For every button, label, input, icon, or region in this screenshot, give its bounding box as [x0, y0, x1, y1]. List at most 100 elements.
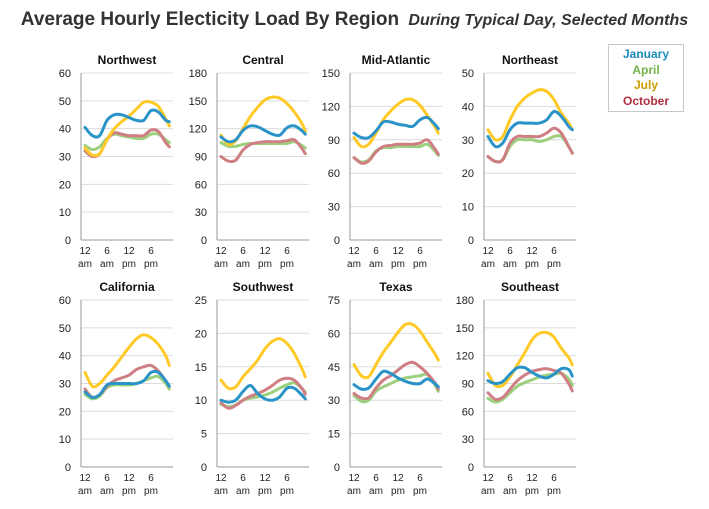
x-tick-label-southeast-18: 6	[551, 473, 557, 484]
y-tick-label-northeast-20: 20	[462, 168, 474, 180]
x-tick-sublabel-southwest-6: am	[236, 486, 250, 497]
x-tick-label-northwest-0: 12	[79, 246, 91, 257]
x-tick-label-california-18: 6	[148, 473, 154, 484]
x-tick-sublabel-southwest-12: pm	[258, 486, 272, 497]
y-tick-label-southeast-60: 60	[462, 406, 474, 418]
y-tick-label-central-0: 0	[201, 235, 207, 247]
y-tick-label-southeast-150: 150	[456, 323, 474, 335]
series-line-texas-january	[352, 369, 440, 391]
x-tick-sublabel-northwest-0: am	[78, 259, 92, 270]
panel-northwest: Northwest 0 10 20 30 40 50 60 12 am 6 am 12 pm 6 pm	[59, 53, 173, 270]
x-tick-label-texas-6: 6	[373, 473, 379, 484]
series-line-texas-july	[352, 322, 440, 380]
y-tick-label-california-40: 40	[59, 351, 71, 363]
x-tick-sublabel-texas-6: am	[369, 486, 383, 497]
y-tick-label-central-90: 90	[195, 152, 207, 164]
y-tick-label-northwest-10: 10	[59, 207, 71, 219]
panel-title-mid-atlantic: Mid-Atlantic	[362, 53, 431, 67]
x-tick-sublabel-northwest-6: am	[100, 259, 114, 270]
x-tick-label-central-18: 6	[284, 246, 290, 257]
y-tick-label-central-150: 150	[189, 96, 207, 108]
x-tick-label-southwest-6: 6	[240, 473, 246, 484]
series-line-central-january	[219, 124, 307, 144]
x-tick-label-northeast-18: 6	[551, 246, 557, 257]
y-tick-label-northwest-60: 60	[59, 68, 71, 80]
y-tick-label-central-180: 180	[189, 68, 207, 80]
y-tick-label-california-20: 20	[59, 406, 71, 418]
y-tick-label-southwest-5: 5	[201, 429, 207, 441]
x-tick-label-california-0: 12	[79, 473, 91, 484]
y-tick-label-southwest-15: 15	[195, 362, 207, 374]
series-line-northwest-january	[83, 108, 171, 139]
x-tick-label-central-6: 6	[240, 246, 246, 257]
x-tick-sublabel-texas-12: pm	[391, 486, 405, 497]
series-line-mid-atlantic-january	[352, 115, 440, 140]
panel-title-texas: Texas	[379, 280, 412, 294]
series-line-mid-atlantic-october	[352, 138, 440, 165]
y-tick-label-southeast-120: 120	[456, 351, 474, 363]
x-tick-sublabel-northwest-12: pm	[122, 259, 136, 270]
y-tick-label-northwest-50: 50	[59, 96, 71, 108]
panel-california: California 0 10 20 30 40 50 60 12 am 6 am 12 pm 6 pm	[59, 280, 173, 497]
x-tick-label-california-12: 12	[123, 473, 135, 484]
series-line-california-july	[83, 333, 171, 389]
x-tick-sublabel-mid-atlantic-6: am	[369, 259, 383, 270]
series-line-northeast-july	[486, 88, 574, 142]
x-tick-sublabel-southwest-0: am	[214, 486, 228, 497]
x-tick-sublabel-northeast-0: am	[481, 259, 495, 270]
x-tick-sublabel-central-18: pm	[280, 259, 294, 270]
x-tick-sublabel-california-18: pm	[144, 486, 158, 497]
x-tick-sublabel-northwest-18: pm	[144, 259, 158, 270]
legend-entry-october: October	[622, 93, 669, 108]
legend-entry-january: January	[622, 47, 670, 61]
x-tick-label-southeast-12: 12	[526, 473, 538, 484]
y-tick-label-southwest-25: 25	[195, 295, 207, 307]
y-tick-label-mid-atlantic-150: 150	[322, 68, 340, 80]
y-tick-label-mid-atlantic-120: 120	[322, 101, 340, 113]
y-tick-label-mid-atlantic-60: 60	[328, 168, 340, 180]
x-tick-sublabel-southeast-18: pm	[547, 486, 561, 497]
series-line-california-october	[83, 363, 171, 400]
y-tick-label-california-0: 0	[65, 462, 71, 474]
y-tick-label-mid-atlantic-30: 30	[328, 202, 340, 214]
x-tick-label-mid-atlantic-0: 12	[348, 246, 360, 257]
y-tick-label-texas-60: 60	[328, 328, 340, 340]
x-tick-sublabel-southeast-12: pm	[525, 486, 539, 497]
y-tick-label-southwest-10: 10	[195, 395, 207, 407]
x-tick-sublabel-california-0: am	[78, 486, 92, 497]
y-tick-label-northeast-0: 0	[468, 235, 474, 247]
panel-texas: Texas 0 15 30 45 60 75 12 am 6 am 12 pm 6 pm	[328, 280, 442, 497]
x-tick-label-northwest-6: 6	[104, 246, 110, 257]
panel-northeast: Northeast 0 10 20 30 40 50 12 am 6 am 12 pm 6 pm	[462, 53, 576, 270]
panel-mid-atlantic: Mid-Atlantic 0 30 60 90 120 150 12 am 6 am 12 pm 6 pm	[322, 53, 442, 270]
x-tick-sublabel-northeast-6: am	[503, 259, 517, 270]
x-tick-sublabel-california-12: pm	[122, 486, 136, 497]
panel-title-central: Central	[242, 53, 283, 67]
panel-central: Central 0 30 60 90 120 150 180 12 am 6 am 12 pm 6 pm	[189, 53, 309, 270]
series-line-southwest-january	[219, 384, 307, 404]
panel-title-northwest: Northwest	[98, 53, 157, 67]
panel-title-northeast: Northeast	[502, 53, 558, 67]
x-tick-label-northeast-0: 12	[482, 246, 494, 257]
x-tick-label-central-12: 12	[259, 246, 271, 257]
panel-southeast: Southeast 0 30 60 90 120 150 180 12 am 6 am 12 pm 6 pm	[456, 280, 576, 497]
x-tick-sublabel-mid-atlantic-18: pm	[413, 259, 427, 270]
x-tick-sublabel-southeast-0: am	[481, 486, 495, 497]
y-tick-label-northeast-30: 30	[462, 135, 474, 147]
panel-title-southwest: Southwest	[233, 280, 294, 294]
y-tick-label-northwest-30: 30	[59, 152, 71, 164]
series-line-central-july	[219, 95, 307, 147]
panel-title-california: California	[99, 280, 155, 294]
y-tick-label-southeast-90: 90	[462, 379, 474, 391]
y-tick-label-central-60: 60	[195, 179, 207, 191]
series-line-central-october	[219, 137, 307, 164]
y-tick-label-southeast-0: 0	[468, 462, 474, 474]
x-tick-label-texas-12: 12	[392, 473, 404, 484]
x-tick-label-northeast-6: 6	[507, 246, 513, 257]
y-tick-label-mid-atlantic-0: 0	[334, 235, 340, 247]
chart-title-main: Average Hourly Electicity Load By Region	[20, 9, 400, 30]
x-tick-label-mid-atlantic-12: 12	[392, 246, 404, 257]
x-tick-label-southeast-0: 12	[482, 473, 494, 484]
y-tick-label-mid-atlantic-90: 90	[328, 135, 340, 147]
series-line-southwest-july	[219, 337, 307, 391]
